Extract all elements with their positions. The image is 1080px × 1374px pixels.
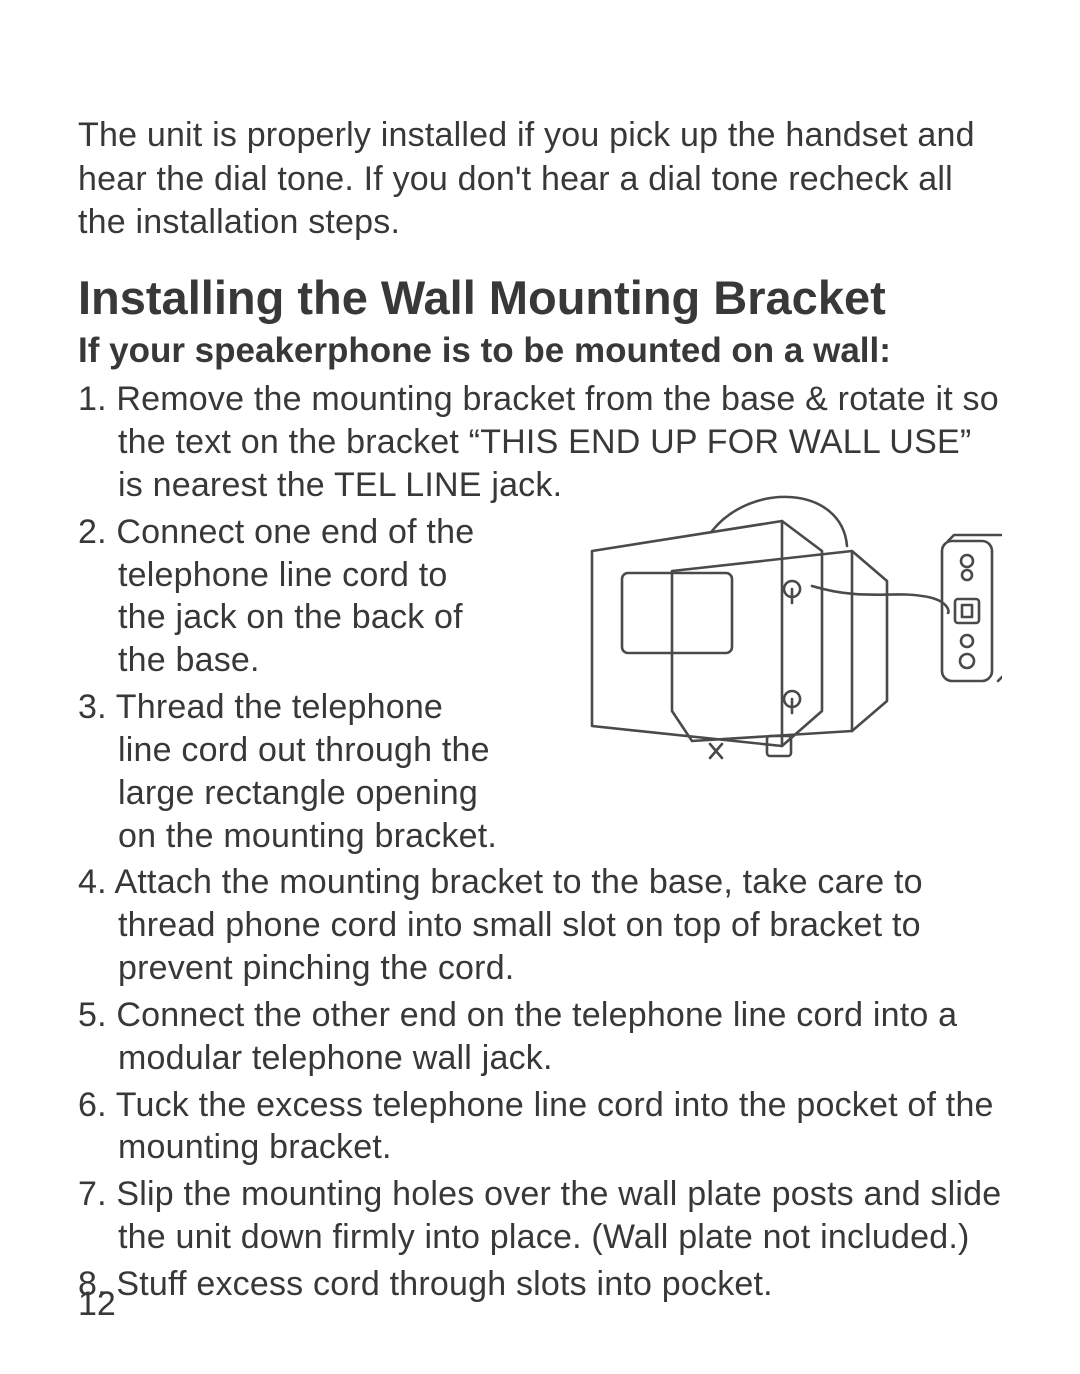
manual-page: The unit is properly installed if you pi…: [0, 0, 1080, 1374]
steps-list-top: 1. Remove the mounting bracket from the …: [78, 378, 1002, 506]
step-item: 4. Attach the mounting bracket to the ba…: [78, 861, 1002, 989]
step-item: 6. Tuck the excess telephone line cord i…: [78, 1084, 1002, 1170]
page-number: 12: [78, 1285, 116, 1324]
steps-list-bottom: 4. Attach the mounting bracket to the ba…: [78, 861, 1002, 1305]
section-heading: Installing the Wall Mounting Bracket: [78, 271, 1002, 325]
section-subheading: If your speakerphone is to be mounted on…: [78, 329, 1002, 373]
mounting-bracket-illustration: [552, 491, 1002, 771]
intro-paragraph: The unit is properly installed if you pi…: [78, 114, 1002, 245]
step-item: 7. Slip the mounting holes over the wall…: [78, 1173, 1002, 1259]
step-item: 8. Stuff excess cord through slots into …: [78, 1263, 1002, 1306]
step-item: 2. Connect one end of the telephone line…: [78, 511, 478, 682]
step-item: 1. Remove the mounting bracket from the …: [78, 378, 1002, 506]
step-item: 5. Connect the other end on the telephon…: [78, 994, 1002, 1080]
step-item: 3. Thread the telephone line cord out th…: [78, 686, 498, 857]
